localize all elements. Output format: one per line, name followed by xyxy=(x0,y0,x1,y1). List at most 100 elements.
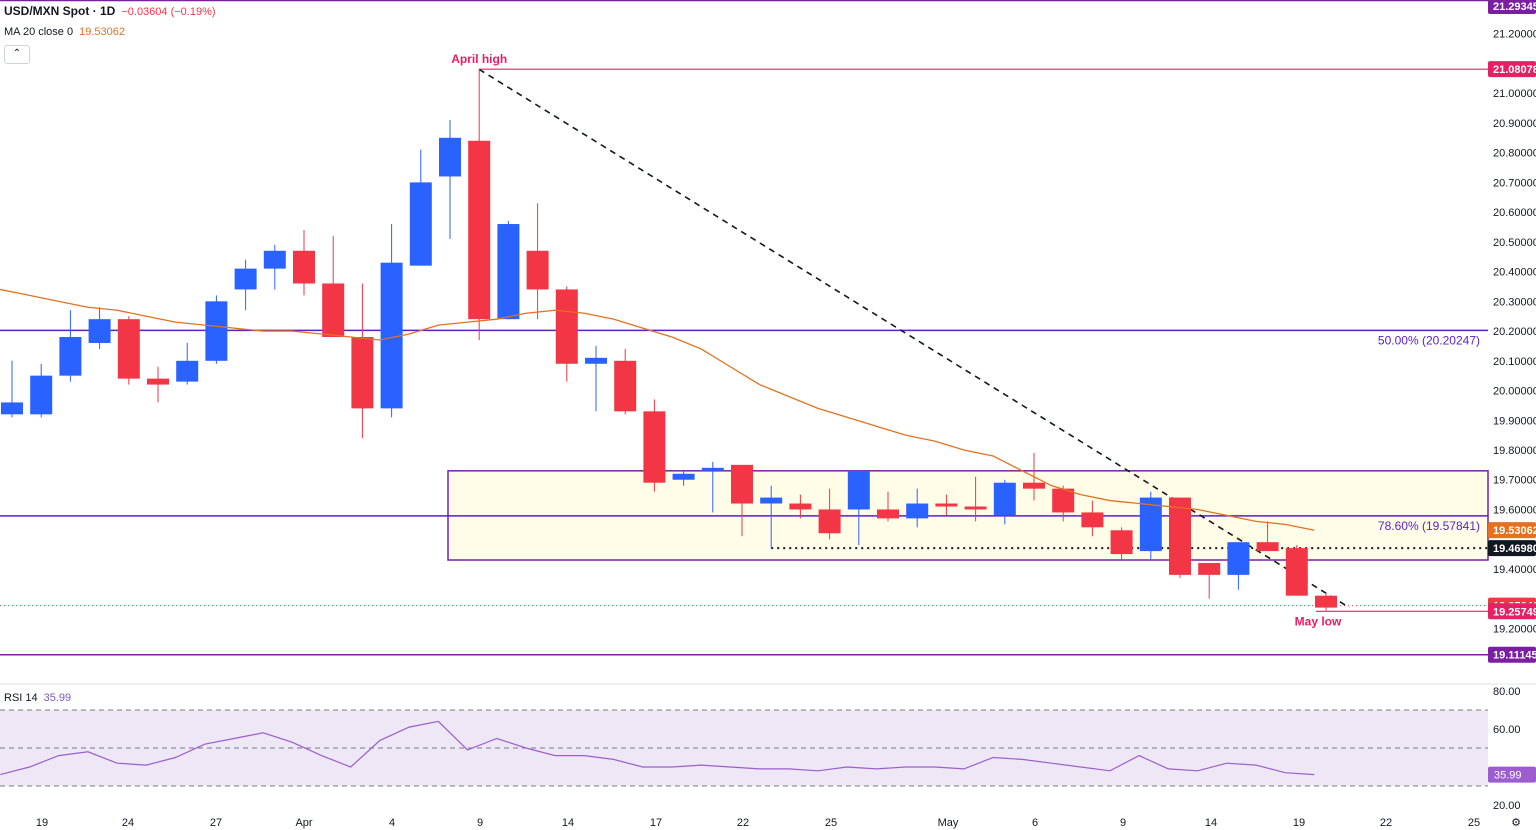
candle-body xyxy=(1052,488,1075,513)
candle-body xyxy=(263,250,286,269)
price-tick-label: 19.60000 xyxy=(1493,504,1536,516)
price-tick-label: 20.90000 xyxy=(1493,118,1536,130)
candle-body xyxy=(468,140,491,320)
gear-icon: ⚙ xyxy=(1511,816,1521,829)
candle-body xyxy=(1315,595,1337,608)
candle-body xyxy=(1285,548,1308,596)
candle-body xyxy=(380,262,403,409)
price-tick-label: 20.40000 xyxy=(1493,267,1536,279)
time-tick-label: 14 xyxy=(562,817,574,829)
candle-body xyxy=(234,268,257,290)
time-tick-label: 22 xyxy=(737,817,749,829)
candle-body xyxy=(1198,562,1221,575)
rsi-value-tag xyxy=(1488,766,1536,783)
time-tick-label: 6 xyxy=(1032,817,1038,829)
candle-body xyxy=(176,360,199,382)
candle-body xyxy=(614,360,637,412)
price-tag-label: 19.25749 xyxy=(1493,606,1536,618)
time-tick-label: 9 xyxy=(1120,817,1126,829)
fib-label-1: 78.60% (19.57841) xyxy=(1378,519,1480,533)
price-tick-label: 20.10000 xyxy=(1493,356,1536,368)
price-tag-label: 21.29345 xyxy=(1493,1,1536,13)
time-tick-label: Apr xyxy=(295,817,312,829)
price-tick-label: 21.00000 xyxy=(1493,88,1536,100)
candle-body xyxy=(672,473,695,480)
candle-body xyxy=(1,402,23,415)
ma20-line xyxy=(0,288,1315,531)
candle-body xyxy=(906,503,929,519)
price-tag xyxy=(1488,522,1536,539)
symbol-title[interactable]: USD/MXN Spot · 1D xyxy=(4,4,116,18)
price-tag-label: 19.46980 xyxy=(1493,543,1536,555)
rsi-value-tag-label: 35.99 xyxy=(1494,770,1522,782)
april-high-label: April high xyxy=(451,52,507,66)
candle-body xyxy=(351,337,374,409)
time-tick-label: May xyxy=(938,817,959,829)
price-axis[interactable]: 21.20000 21.00000 20.90000 20.80000 20.70000… xyxy=(1488,0,1536,812)
candle-body xyxy=(1227,542,1250,575)
time-tick-label: 14 xyxy=(1205,817,1217,829)
time-tick-label: 19 xyxy=(1293,817,1305,829)
candle-body xyxy=(1256,542,1279,552)
may-low-label: May low xyxy=(1295,614,1342,628)
annotations: April high May low xyxy=(451,52,1342,628)
candles xyxy=(1,69,1337,611)
overlay-lines: 50.00% (20.20247) 78.60% (19.57841) xyxy=(0,0,1536,685)
candle-body xyxy=(59,337,82,376)
ma-legend[interactable]: MA 20 close 0 19.53062 xyxy=(4,26,125,38)
rsi-line xyxy=(0,720,1315,776)
price-tag-label: 19.53062 xyxy=(1493,525,1536,537)
time-tick-label: 19 xyxy=(36,817,48,829)
price-tick-label: 19.40000 xyxy=(1493,564,1536,576)
ma-line-layer xyxy=(0,288,1315,531)
price-tag xyxy=(1488,646,1536,663)
candle-body xyxy=(847,470,870,510)
candle-body xyxy=(1169,497,1191,575)
rsi-tick-label: 80.00 xyxy=(1493,686,1521,698)
price-tick-label: 19.80000 xyxy=(1493,445,1536,457)
price-tag xyxy=(1488,540,1536,557)
price-tick-label: 19.70000 xyxy=(1493,475,1536,487)
ma-value: 19.53062 xyxy=(79,26,125,38)
price-tick-label: 20.70000 xyxy=(1493,177,1536,189)
candle-body xyxy=(643,411,666,483)
price-tick-label: 20.30000 xyxy=(1493,296,1536,308)
candle-body xyxy=(701,467,724,471)
time-tick-label: 22 xyxy=(1380,817,1392,829)
price-tick-label: 19.90000 xyxy=(1493,415,1536,427)
price-tag-label: 19.11145 xyxy=(1493,650,1536,662)
price-tag xyxy=(1488,0,1536,14)
trend-line xyxy=(478,68,1350,609)
chevron-up-icon[interactable]: ⌃ xyxy=(4,45,30,64)
fib-label-0: 50.00% (20.20247) xyxy=(1378,333,1480,347)
time-tick-label: 9 xyxy=(477,817,483,829)
price-tick-label: 20.80000 xyxy=(1493,148,1536,160)
candle-body xyxy=(497,224,520,320)
price-tag xyxy=(1488,603,1536,620)
candle-body xyxy=(760,497,783,504)
rsi-legend[interactable]: RSI 14 35.99 xyxy=(4,692,71,704)
candle-body xyxy=(877,509,899,519)
candle-body xyxy=(322,283,345,338)
candle-body xyxy=(439,137,461,177)
candle-body xyxy=(789,503,812,510)
ma-label: MA 20 close 0 xyxy=(4,26,74,38)
candle-body xyxy=(964,506,987,510)
candle-body xyxy=(555,289,578,364)
candle-body xyxy=(88,319,111,343)
candle-body xyxy=(30,375,53,415)
candle-body xyxy=(993,482,1016,516)
price-tick-label: 20.00000 xyxy=(1493,386,1536,398)
rsi-line-layer xyxy=(0,720,1315,776)
candle-body xyxy=(1081,512,1104,528)
time-tick-label: 25 xyxy=(825,817,837,829)
time-axis[interactable]: 19 24 27 Apr 4 9 14 17 22 25 May 6 9 14 19 22 25 ⚙ xyxy=(36,816,1521,829)
price-tick-label: 19.20000 xyxy=(1493,623,1536,635)
candle-body xyxy=(526,250,549,290)
price-tag-label: 21.08078 xyxy=(1493,64,1536,76)
rsi-tick-label: 60.00 xyxy=(1493,724,1521,736)
price-tick-label: 21.20000 xyxy=(1493,29,1536,41)
time-tick-label: 17 xyxy=(650,817,662,829)
candle-body xyxy=(117,319,140,379)
